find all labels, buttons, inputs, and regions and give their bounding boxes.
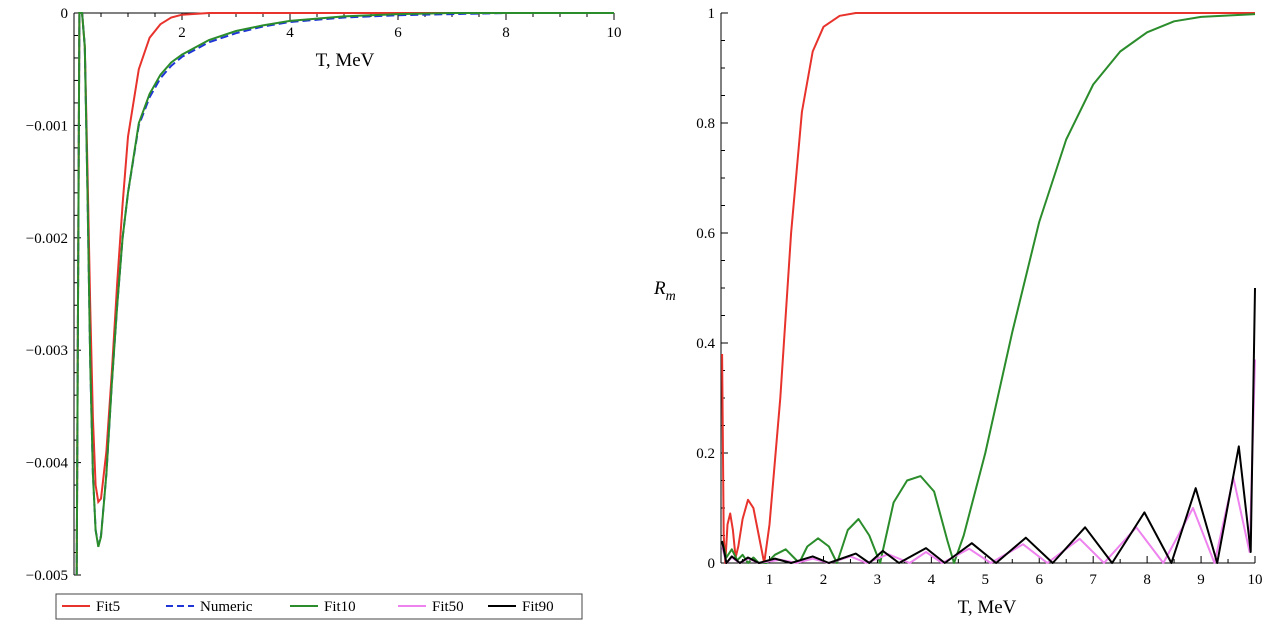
legend-label-numeric: Numeric bbox=[200, 599, 253, 615]
y-tick-label: 0.8 bbox=[696, 116, 715, 132]
x-axis-label: T, MeV bbox=[958, 597, 1017, 618]
y-tick-label: 0.4 bbox=[696, 336, 715, 352]
y-tick-label: 0.2 bbox=[696, 446, 715, 462]
x-tick-label: 10 bbox=[1248, 572, 1263, 588]
series-line-fit90 bbox=[721, 287, 1256, 564]
y-tick-label: 0 bbox=[61, 6, 69, 22]
legend-label-fit10: Fit10 bbox=[324, 599, 356, 615]
series-line-fit5 bbox=[75, 12, 614, 576]
y-tick-label: −0.002 bbox=[26, 231, 68, 247]
x-tick-label: 5 bbox=[982, 572, 990, 588]
series-line-fit50 bbox=[721, 359, 1256, 564]
series-line-fit10 bbox=[75, 12, 614, 576]
x-tick-label: 8 bbox=[1143, 572, 1151, 588]
legend-label-fit5: Fit5 bbox=[96, 599, 120, 615]
y-tick-label: 0.6 bbox=[696, 226, 715, 242]
x-tick-label: 7 bbox=[1089, 572, 1097, 588]
x-tick-label: 6 bbox=[1035, 572, 1043, 588]
x-tick-label: 9 bbox=[1197, 572, 1205, 588]
y-tick-label: −0.003 bbox=[26, 343, 68, 359]
x-tick-label: 2 bbox=[820, 572, 828, 588]
x-axis-label: T, MeV bbox=[316, 50, 375, 71]
legend: Fit5 Numeric Fit10 Fit50 Fit90 bbox=[55, 593, 583, 620]
x-tick-label: 3 bbox=[874, 572, 882, 588]
left-chart: 2 4 6 8 10 0 −0.001 −0.002 −0.003 −0.004 −0.005 T, … bbox=[26, 6, 622, 620]
y-tick-label: −0.001 bbox=[26, 118, 68, 134]
x-tick-label: 8 bbox=[502, 25, 510, 41]
legend-label-fit50: Fit50 bbox=[432, 599, 464, 615]
y-axis-label: Rm bbox=[653, 278, 676, 304]
series-line-numeric bbox=[75, 12, 614, 576]
series-line-fit5 bbox=[721, 12, 1255, 564]
x-tick-label: 10 bbox=[607, 25, 622, 41]
y-tick-label: −0.004 bbox=[26, 456, 69, 472]
x-tick-label: 4 bbox=[928, 572, 936, 588]
legend-label-fit90: Fit90 bbox=[522, 599, 554, 615]
y-tick-label: 0 bbox=[708, 556, 716, 572]
x-tick-label: 4 bbox=[286, 25, 294, 41]
y-tick-label: 1 bbox=[708, 6, 716, 22]
y-tick-label: −0.005 bbox=[26, 568, 68, 584]
right-chart: 1 2 3 4 5 6 7 8 9 10 0 0.2 0.4 0.6 0.8 1 T, MeV Rm bbox=[653, 6, 1263, 618]
x-tick-label: 6 bbox=[394, 25, 402, 41]
series-line-fit10 bbox=[721, 13, 1256, 564]
x-tick-label: 1 bbox=[766, 572, 774, 588]
x-tick-label: 2 bbox=[178, 25, 186, 41]
